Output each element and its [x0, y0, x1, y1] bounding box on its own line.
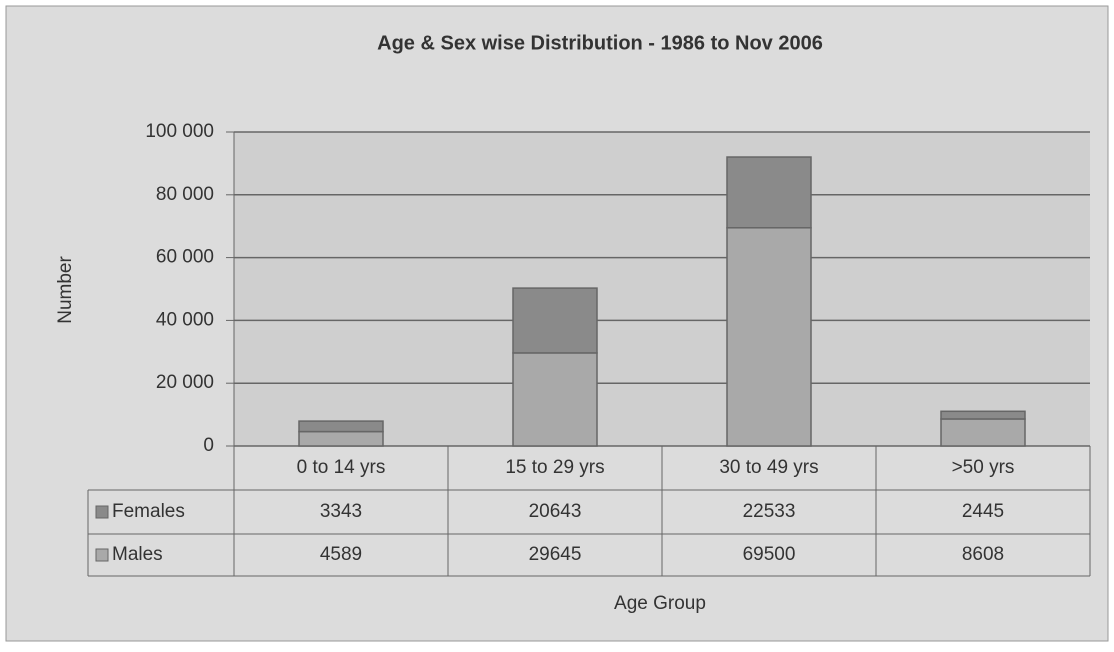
x-tick-label: 0 to 14 yrs: [297, 457, 386, 478]
chart-title: Age & Sex wise Distribution - 1986 to No…: [377, 32, 823, 54]
x-tick-label: 30 to 49 yrs: [719, 457, 818, 478]
legend-swatch: [95, 505, 109, 519]
y-tick-label: 100 000: [145, 121, 214, 142]
legend-label: Females: [112, 501, 185, 522]
x-tick-label: 15 to 29 yrs: [505, 457, 604, 478]
plot-area: [234, 132, 1090, 446]
table-value: 69500: [743, 544, 796, 565]
table-value: 8608: [962, 544, 1004, 565]
table-value: 29645: [529, 544, 582, 565]
bar: [512, 352, 598, 447]
bar: [298, 430, 384, 447]
y-tick-label: 20 000: [156, 372, 214, 393]
bar: [940, 410, 1026, 420]
table-value: 2445: [962, 501, 1004, 522]
y-axis-label: Number: [55, 256, 76, 324]
y-tick-label: 0: [203, 435, 214, 456]
table-value: 4589: [320, 544, 362, 565]
y-tick-label: 40 000: [156, 309, 214, 330]
table-value: 3343: [320, 501, 362, 522]
legend-label: Males: [112, 544, 163, 565]
legend-swatch: [95, 548, 109, 562]
x-axis-label: Age Group: [614, 593, 706, 614]
bar: [940, 418, 1026, 447]
x-tick-label: >50 yrs: [952, 457, 1015, 478]
y-tick-label: 80 000: [156, 184, 214, 205]
table-value: 20643: [529, 501, 582, 522]
y-tick-label: 60 000: [156, 247, 214, 268]
bar: [726, 227, 812, 447]
table-value: 22533: [743, 501, 796, 522]
bar: [298, 420, 384, 433]
bar: [512, 287, 598, 354]
bar: [726, 156, 812, 229]
